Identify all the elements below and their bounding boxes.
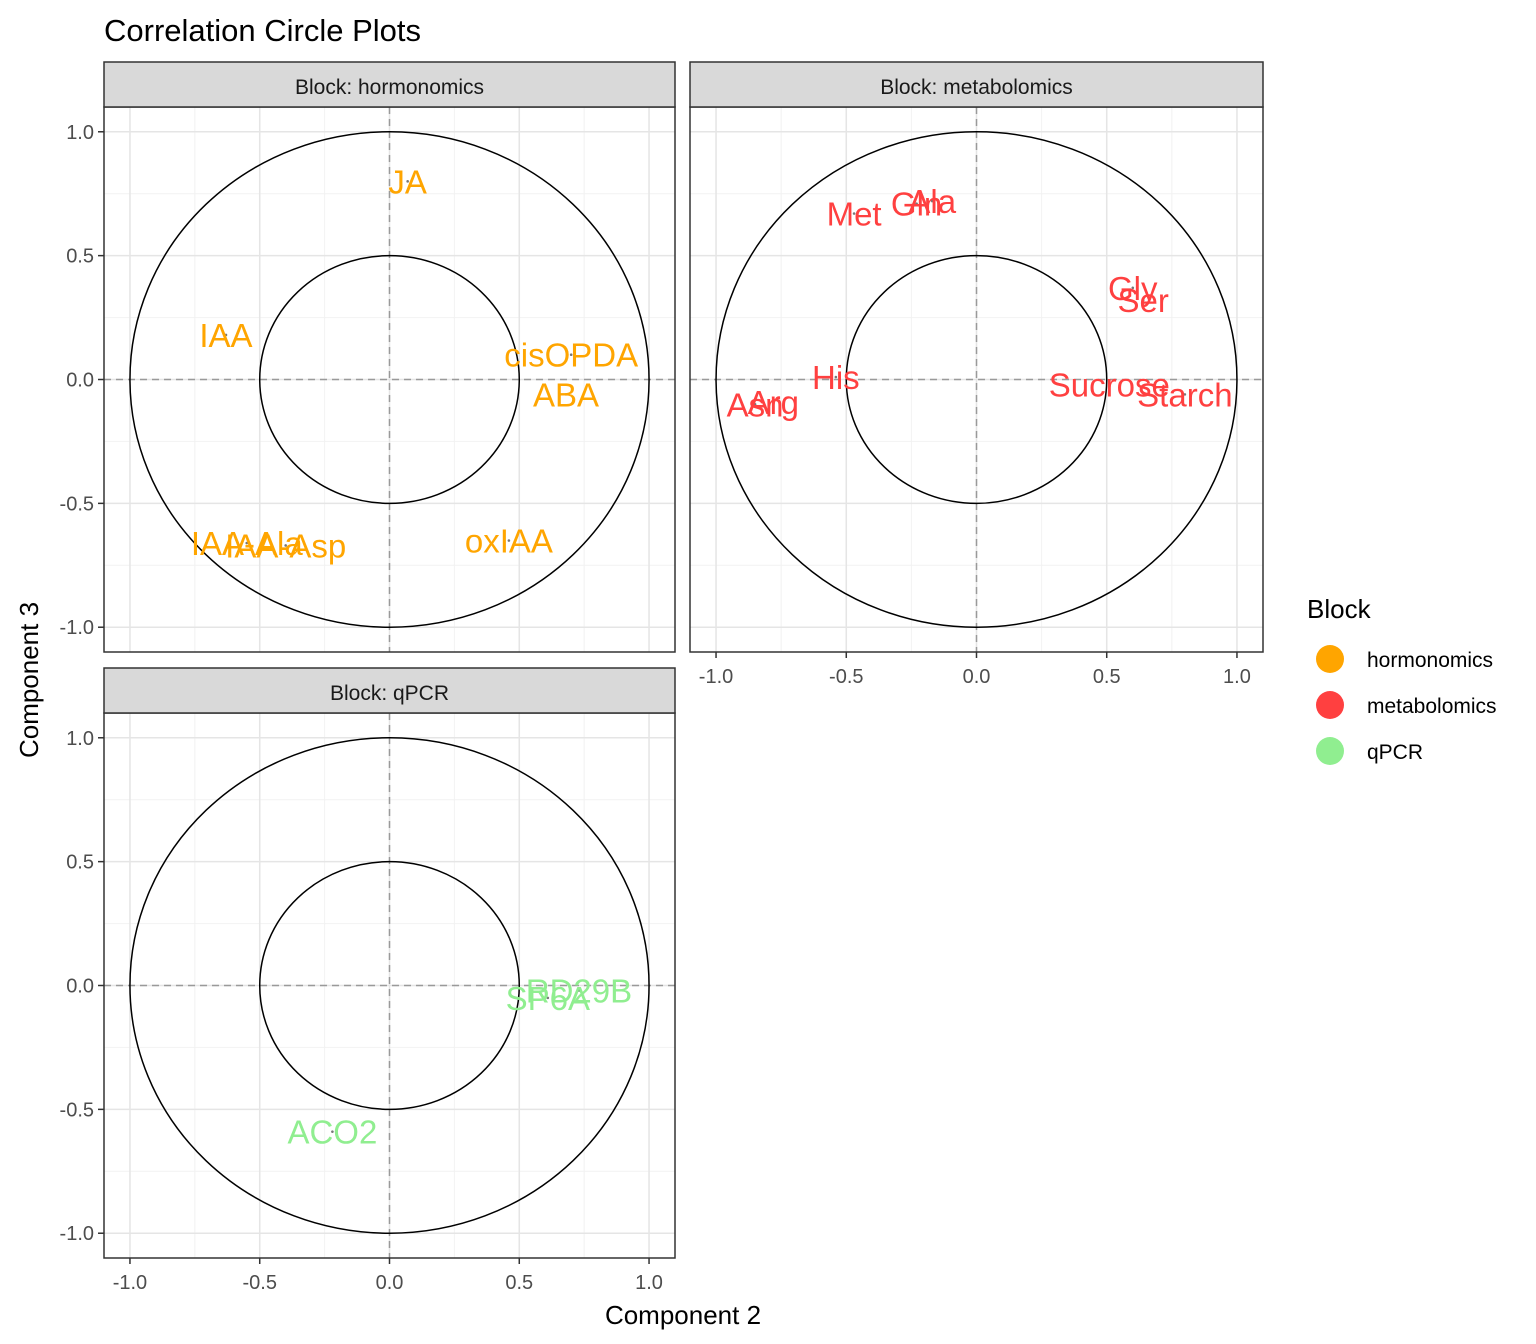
variable-label: SP6A [506,980,590,1017]
correlation-circle [845,254,1108,505]
variable-label: Ser [1118,282,1169,319]
facet-strip-label: Block: hormonomics [295,76,484,99]
variable-label: Starch [1137,376,1232,413]
x-axis-title: Component 2 [605,1300,761,1330]
y-tick-label: 0.0 [66,370,94,392]
variable-point [224,333,228,337]
y-tick-label: -0.5 [60,1099,94,1121]
variable-label: Met [827,196,882,233]
variable-label: Ala [908,183,956,220]
x-tick-label: -1.0 [699,666,733,688]
correlation-circle [129,737,650,1234]
x-tick-label: 1.0 [635,1272,663,1294]
variable-point [1131,286,1135,290]
variable-label: cisOPDA [504,337,638,374]
variable-label: oxIAA [465,523,553,560]
variable-label: ACO2 [287,1114,377,1151]
correlation-circle [129,131,650,628]
variable-label: IAA-Ala [191,525,304,562]
x-tick-label: 1.0 [1223,666,1251,688]
variable-point [834,375,838,379]
legend-title: Block [1307,594,1372,624]
y-axis-title: Component 3 [14,602,44,758]
correlation-circle [258,860,521,1111]
variable-point [406,180,409,183]
variable-point [564,393,568,396]
x-tick-label: 0.5 [505,1272,533,1294]
variable-label: RD29B [526,972,632,1009]
variable-point [507,539,511,542]
y-tick-label: 1.0 [66,122,94,144]
variable-label: IAA [199,317,252,354]
variable-label: ABA [533,376,599,413]
variable-point [569,353,573,357]
correlation-circle [258,254,521,505]
y-tick-label: 1.0 [66,728,94,750]
variable-label: IAA-Asp [225,527,346,564]
variable-point [930,199,934,203]
variable-point [915,202,918,205]
variable-point [852,212,856,215]
variable-point [1141,298,1145,302]
variable-point [1183,393,1187,396]
legend-label: hormonomics [1367,649,1493,672]
variable-point [284,544,287,547]
facet-strip-label: Block: qPCR [330,682,449,705]
variable-point [753,402,757,406]
y-tick-label: 0.5 [66,852,94,874]
x-tick-label: 0.0 [376,1272,404,1294]
facet-strip-label: Block: metabolomics [880,76,1073,99]
x-tick-label: -1.0 [113,1272,147,1294]
y-tick-label: -0.5 [60,493,94,515]
variable-point [772,400,775,404]
variable-point [331,1130,334,1133]
variable-point [245,541,249,545]
variable-label: His [812,359,860,396]
legend-label: qPCR [1367,741,1423,764]
x-tick-label: -0.5 [242,1272,276,1294]
legend: Block hormonomics metabolomics qPCR [1307,594,1497,765]
y-tick-label: -1.0 [60,1223,94,1245]
facet-strip [103,61,676,108]
legend-key [1316,737,1344,765]
legend-key [1316,691,1344,719]
facet-strip [103,667,676,714]
variable-label: JA [388,163,427,200]
chart-title: Correlation Circle Plots [104,13,421,48]
correlation-circle [715,131,1238,628]
facet-strip [689,61,1264,108]
variable-point [546,996,550,1000]
x-tick-label: -0.5 [829,666,863,688]
variable-label: Gln [891,186,942,223]
y-tick-label: 0.5 [66,246,94,268]
y-tick-label: 0.0 [66,976,94,998]
variable-label: Sucrose [1049,366,1170,403]
variable-point [1108,383,1111,386]
variable-point [577,989,581,992]
variable-label: Gly [1108,270,1158,307]
x-tick-label: 0.5 [1093,666,1121,688]
variable-label: Arg [748,384,799,421]
y-tick-label: -1.0 [60,617,94,639]
x-tick-label: 0.0 [963,666,991,688]
legend-key [1316,645,1344,673]
legend-label: metabolomics [1367,695,1497,718]
variable-label: Asn [727,386,784,423]
